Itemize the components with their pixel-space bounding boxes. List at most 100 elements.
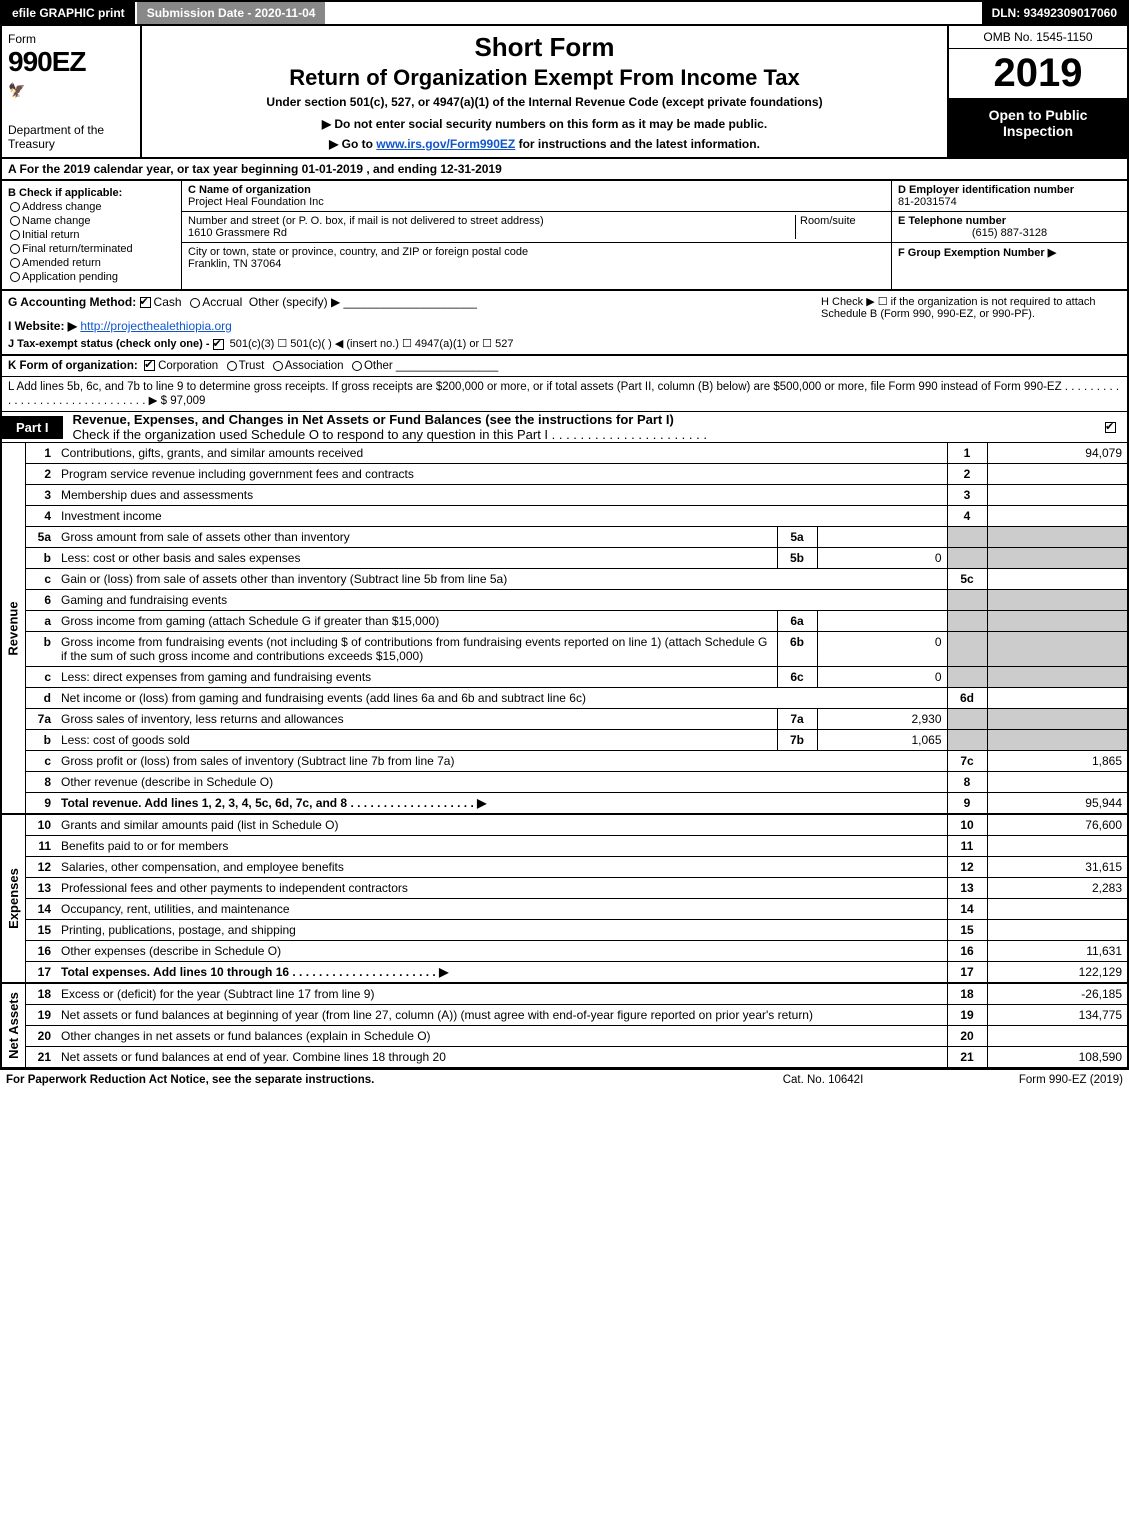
cb-501c3[interactable] xyxy=(213,339,224,350)
revenue-sidelabel: Revenue xyxy=(2,443,26,813)
line-number: 8 xyxy=(26,772,56,793)
cb-cash[interactable] xyxy=(140,297,151,308)
line-ref-grey xyxy=(947,611,987,632)
line-description: Gain or (loss) from sale of assets other… xyxy=(56,569,947,590)
line-description: Less: cost or other basis and sales expe… xyxy=(56,548,777,569)
line-description: Contributions, gifts, grants, and simila… xyxy=(56,443,947,464)
line-ref: 9 xyxy=(947,793,987,814)
top-toolbar: efile GRAPHIC print Submission Date - 20… xyxy=(0,0,1129,26)
eagle-icon: 🦅 xyxy=(8,82,134,99)
line-value-grey xyxy=(987,548,1127,569)
line-description: Less: cost of goods sold xyxy=(56,730,777,751)
cb-accrual[interactable] xyxy=(190,298,200,308)
line-number: d xyxy=(26,688,56,709)
subline-ref: 6b xyxy=(777,632,817,667)
line-value: 76,600 xyxy=(987,815,1127,836)
cb-final-return[interactable]: Final return/terminated xyxy=(8,243,175,255)
subline-ref: 7a xyxy=(777,709,817,730)
line-description: Total expenses. Add lines 10 through 16 … xyxy=(56,962,947,983)
under-section-text: Under section 501(c), 527, or 4947(a)(1)… xyxy=(152,95,937,109)
line-description: Gross sales of inventory, less returns a… xyxy=(56,709,777,730)
line-number: 3 xyxy=(26,485,56,506)
line-ref: 11 xyxy=(947,836,987,857)
line-number: 9 xyxy=(26,793,56,814)
line-ref: 13 xyxy=(947,878,987,899)
expenses-section: Expenses 10Grants and similar amounts pa… xyxy=(0,815,1129,984)
org-name-value: Project Heal Foundation Inc xyxy=(188,196,885,208)
submission-date-label: Submission Date - 2020-11-04 xyxy=(137,2,326,24)
tax-year: 2019 xyxy=(949,49,1127,99)
irs-link[interactable]: www.irs.gov/Form990EZ xyxy=(376,137,515,151)
line-number: 16 xyxy=(26,941,56,962)
part1-title: Revenue, Expenses, and Changes in Net As… xyxy=(73,412,674,427)
section-d-ids: D Employer identification number 81-2031… xyxy=(892,181,1127,289)
line-ref: 4 xyxy=(947,506,987,527)
netassets-sidelabel: Net Assets xyxy=(2,984,26,1067)
line-number: b xyxy=(26,548,56,569)
line-value-grey xyxy=(987,632,1127,667)
line-value xyxy=(987,485,1127,506)
line-value: 31,615 xyxy=(987,857,1127,878)
line-k-org-form: K Form of organization: Corporation Trus… xyxy=(0,356,1129,377)
line-ref: 2 xyxy=(947,464,987,485)
part1-tag: Part I xyxy=(2,416,63,439)
efile-print-button[interactable]: efile GRAPHIC print xyxy=(2,2,137,24)
line-number: 15 xyxy=(26,920,56,941)
line-value: 108,590 xyxy=(987,1047,1127,1068)
line-value: 94,079 xyxy=(987,443,1127,464)
line-value-grey xyxy=(987,590,1127,611)
line-number: 13 xyxy=(26,878,56,899)
city-label: City or town, state or province, country… xyxy=(188,246,885,258)
line-description: Gaming and fundraising events xyxy=(56,590,947,611)
line-description: Gross profit or (loss) from sales of inv… xyxy=(56,751,947,772)
line-description: Professional fees and other payments to … xyxy=(56,878,947,899)
cb-association[interactable] xyxy=(273,361,283,371)
line-ref: 1 xyxy=(947,443,987,464)
omb-number: OMB No. 1545-1150 xyxy=(949,26,1127,49)
line-description: Net income or (loss) from gaming and fun… xyxy=(56,688,947,709)
subline-ref: 7b xyxy=(777,730,817,751)
line-value: 2,283 xyxy=(987,878,1127,899)
subline-ref: 6c xyxy=(777,667,817,688)
line-ref: 17 xyxy=(947,962,987,983)
part1-schedule-o-checkbox[interactable] xyxy=(1105,422,1116,433)
line-number: 12 xyxy=(26,857,56,878)
line-description: Net assets or fund balances at beginning… xyxy=(56,1005,947,1026)
cb-initial-return[interactable]: Initial return xyxy=(8,229,175,241)
line-description: Investment income xyxy=(56,506,947,527)
cb-amended-return[interactable]: Amended return xyxy=(8,257,175,269)
subline-value xyxy=(817,527,947,548)
line-ref: 18 xyxy=(947,984,987,1005)
line-number: 18 xyxy=(26,984,56,1005)
cb-application-pending[interactable]: Application pending xyxy=(8,271,175,283)
line-value xyxy=(987,836,1127,857)
line-description: Gross income from gaming (attach Schedul… xyxy=(56,611,777,632)
line-ref: 19 xyxy=(947,1005,987,1026)
goto-instruction: ▶ Go to www.irs.gov/Form990EZ for instru… xyxy=(152,137,937,151)
line-ref-grey xyxy=(947,709,987,730)
line-number: b xyxy=(26,632,56,667)
cb-other[interactable] xyxy=(352,361,362,371)
subline-ref: 6a xyxy=(777,611,817,632)
return-title: Return of Organization Exempt From Incom… xyxy=(152,65,937,91)
line-ref: 15 xyxy=(947,920,987,941)
cb-address-change[interactable]: Address change xyxy=(8,201,175,213)
line-description: Benefits paid to or for members xyxy=(56,836,947,857)
line-description: Gross amount from sale of assets other t… xyxy=(56,527,777,548)
cb-corporation[interactable] xyxy=(144,360,155,371)
line-value xyxy=(987,772,1127,793)
phone-label: E Telephone number xyxy=(898,215,1121,227)
line-number: 1 xyxy=(26,443,56,464)
j-label: J Tax-exempt status (check only one) - xyxy=(8,338,210,350)
line-value: 134,775 xyxy=(987,1005,1127,1026)
street-label: Number and street (or P. O. box, if mail… xyxy=(188,215,795,227)
subline-ref: 5b xyxy=(777,548,817,569)
short-form-title: Short Form xyxy=(152,32,937,63)
line-number: 17 xyxy=(26,962,56,983)
line-value-grey xyxy=(987,730,1127,751)
website-link[interactable]: http://projecthealethiopia.org xyxy=(80,319,231,333)
cb-trust[interactable] xyxy=(227,361,237,371)
cb-name-change[interactable]: Name change xyxy=(8,215,175,227)
line-ref: 10 xyxy=(947,815,987,836)
subline-value: 1,065 xyxy=(817,730,947,751)
